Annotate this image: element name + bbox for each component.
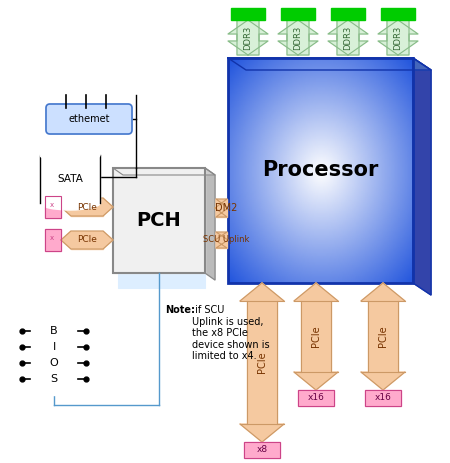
Bar [113,168,205,273]
Bar [247,301,277,424]
Bar [118,270,205,288]
Bar [368,301,398,372]
Polygon shape [328,20,368,55]
Text: Processor: Processor [262,161,379,181]
Polygon shape [240,283,284,301]
Polygon shape [103,198,113,216]
Polygon shape [215,199,227,217]
Polygon shape [278,20,318,55]
Bar [244,442,280,458]
Ellipse shape [40,148,100,162]
Bar [45,196,61,218]
Polygon shape [215,232,227,248]
Text: S: S [50,374,58,384]
Bar [216,199,227,217]
Text: SATA: SATA [57,174,83,184]
Polygon shape [228,20,268,55]
Text: I: I [52,342,56,352]
Bar [30,315,78,395]
Bar [298,390,334,406]
Bar [365,390,401,406]
Text: DDR3: DDR3 [343,25,352,50]
Polygon shape [361,372,405,390]
Bar [40,155,100,203]
Text: O: O [50,358,58,368]
Text: ethemet: ethemet [68,114,110,124]
Bar [45,229,61,251]
Polygon shape [294,372,338,390]
Polygon shape [328,20,368,55]
Bar [231,8,265,20]
Text: PCIe: PCIe [77,236,97,244]
Text: x16: x16 [307,394,324,402]
Text: if SCU
Uplink is used,
the x8 PCIe
device shown is
limited to x4.: if SCU Uplink is used, the x8 PCIe devic… [192,305,270,362]
Text: DDR3: DDR3 [293,25,302,50]
Polygon shape [278,20,318,55]
Text: DM2: DM2 [215,203,238,213]
Bar [228,58,413,283]
Text: DDR3: DDR3 [243,25,252,50]
Polygon shape [61,198,71,216]
Bar [45,196,61,218]
Bar [45,229,61,251]
Polygon shape [378,20,418,55]
Text: PCIe: PCIe [77,202,97,212]
Polygon shape [361,283,405,301]
FancyBboxPatch shape [46,104,132,134]
Polygon shape [216,199,228,217]
Polygon shape [294,283,338,301]
Text: DDR3: DDR3 [393,25,402,50]
Bar [71,198,103,216]
Text: PCIe: PCIe [311,325,321,347]
Bar [216,232,227,248]
Bar [298,390,334,406]
Bar [365,390,401,406]
Text: PCH: PCH [137,211,181,230]
Bar [381,8,415,20]
Text: PCIe: PCIe [257,352,267,373]
Text: SCU Uplink: SCU Uplink [203,236,250,244]
Ellipse shape [40,196,100,210]
Polygon shape [113,168,215,175]
Text: Note:: Note: [165,305,195,315]
Polygon shape [228,20,268,55]
Text: x8: x8 [256,445,268,455]
Polygon shape [240,424,284,442]
Bar [71,231,103,249]
Polygon shape [61,231,71,249]
Text: x: x [50,202,54,208]
Polygon shape [103,231,113,249]
Polygon shape [216,232,228,248]
Text: B: B [50,326,58,336]
Text: x: x [50,235,54,241]
Text: x16: x16 [374,394,392,402]
Text: PCIe: PCIe [378,325,388,347]
Bar [301,301,331,372]
Polygon shape [413,58,431,295]
Polygon shape [205,168,215,280]
Polygon shape [378,20,418,55]
Polygon shape [228,58,431,70]
Bar [113,168,205,273]
Bar [281,8,315,20]
Bar [331,8,365,20]
Bar [244,442,280,458]
